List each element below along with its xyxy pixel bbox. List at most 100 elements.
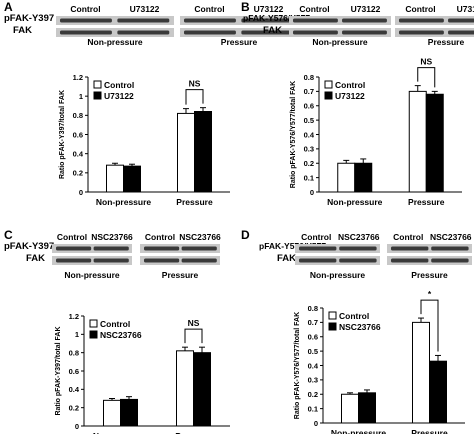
blot-strip — [289, 28, 391, 37]
legend-label: NSC23766 — [339, 322, 381, 332]
blot-strip — [56, 28, 174, 37]
y-tick-label: 1.2 — [73, 73, 83, 82]
bar — [408, 90, 427, 193]
blot-strip — [140, 256, 220, 265]
blot-band — [299, 246, 337, 251]
lane-label: U73122 — [254, 4, 284, 14]
blot-band — [144, 258, 180, 263]
legend-swatch — [328, 311, 337, 320]
y-tick-label: 0 — [75, 422, 79, 431]
legend-swatch — [89, 319, 98, 328]
blot-strip — [180, 28, 298, 37]
legend-swatch — [328, 322, 337, 331]
y-tick-label: 0.2 — [73, 169, 83, 178]
bar — [358, 392, 376, 424]
significance-bracket — [184, 328, 203, 344]
y-tick-label: 1 — [75, 330, 79, 339]
blot-band — [56, 258, 92, 263]
lane-label: U73122 — [457, 4, 474, 14]
x-tick-label: Non-pressure — [331, 428, 387, 434]
blot-band — [60, 18, 112, 23]
y-tick-label: 0.6 — [69, 367, 79, 376]
legend-label: Control — [100, 319, 130, 329]
blot-band — [431, 258, 469, 263]
panel-letter: C — [4, 228, 13, 242]
lane-label: Control — [145, 232, 175, 242]
significance-bracket — [420, 299, 439, 352]
blot-band — [391, 246, 429, 251]
blot-strip — [295, 244, 380, 253]
lane-label: Control — [57, 232, 87, 242]
blot-band — [181, 246, 217, 251]
blot-band — [339, 258, 377, 263]
y-tick-label: 0.2 — [69, 403, 79, 412]
y-tick-label: 0 — [310, 188, 314, 197]
lane-label: NSC23766 — [91, 232, 133, 242]
y-tick-label: 0.4 — [69, 385, 80, 394]
blot-row-label-total: FAK — [13, 25, 32, 36]
blot-band — [241, 18, 294, 23]
blot-row-label-total: FAK — [277, 253, 296, 264]
legend-swatch — [324, 91, 333, 100]
blot-row-label-phospho: pFAK-Y397 — [4, 13, 54, 24]
bar — [103, 399, 121, 427]
lane-label: U73122 — [130, 4, 160, 14]
lane-label: Control — [393, 232, 423, 242]
blot-band — [93, 258, 129, 263]
lane-label: Control — [405, 4, 435, 14]
y-tick-label: 0.4 — [304, 130, 315, 139]
blot-group-label: Pressure — [221, 37, 258, 47]
blot-band — [293, 18, 338, 23]
lane-label: U73122 — [351, 4, 381, 14]
significance-bracket — [417, 67, 436, 88]
blot-row-label-total: FAK — [26, 253, 45, 264]
blot-band — [342, 30, 387, 35]
legend-swatch — [89, 330, 98, 339]
y-tick-label: 0 — [314, 419, 318, 428]
blot-band — [448, 30, 474, 35]
significance-bracket — [185, 89, 204, 105]
y-axis-label: Ratio pFAK-Y576/Y577/total FAK — [294, 312, 301, 419]
blot-band — [117, 18, 170, 23]
blot-band — [241, 30, 294, 35]
bar — [176, 350, 194, 427]
significance-label: * — [428, 289, 432, 299]
blot-row-label-total: FAK — [263, 25, 282, 36]
y-tick-label: 0.5 — [304, 116, 314, 125]
blot-row-label-phospho: pFAK-Y576/Y577 — [243, 13, 310, 23]
lane-label: NSC23766 — [179, 232, 221, 242]
blot-band — [293, 30, 338, 35]
bar — [194, 111, 212, 193]
panel-letter: B — [241, 0, 250, 14]
y-tick-label: 0.6 — [304, 102, 314, 111]
blot-band — [184, 18, 236, 23]
bar — [341, 393, 359, 424]
blot-strip — [52, 244, 132, 253]
legend-label: Control — [335, 80, 365, 90]
lane-label: NSC23766 — [430, 232, 472, 242]
blot-band — [60, 30, 112, 35]
lane-label: Control — [70, 4, 100, 14]
x-tick-label: Pressure — [408, 197, 445, 207]
blot-band — [342, 18, 387, 23]
blot-strip — [56, 16, 174, 25]
blot-group-label: Non-pressure — [310, 270, 366, 280]
y-tick-label: 0.7 — [308, 318, 318, 327]
legend-swatch — [93, 80, 102, 89]
blot-strip — [180, 16, 298, 25]
bar — [123, 165, 141, 193]
blot-band — [399, 30, 444, 35]
blot-strip — [387, 256, 472, 265]
y-tick-label: 0.3 — [308, 376, 318, 385]
y-axis-label: Ratio pFAK-Y397/total FAK — [55, 326, 62, 415]
legend-label: NSC23766 — [100, 330, 142, 340]
legend-label: Control — [339, 311, 369, 321]
bar — [193, 352, 211, 427]
lane-label: Control — [194, 4, 224, 14]
y-tick-label: 1 — [79, 92, 83, 101]
bar — [177, 112, 195, 193]
x-tick-label: Non-pressure — [96, 197, 152, 207]
blot-group-label: Pressure — [162, 270, 199, 280]
